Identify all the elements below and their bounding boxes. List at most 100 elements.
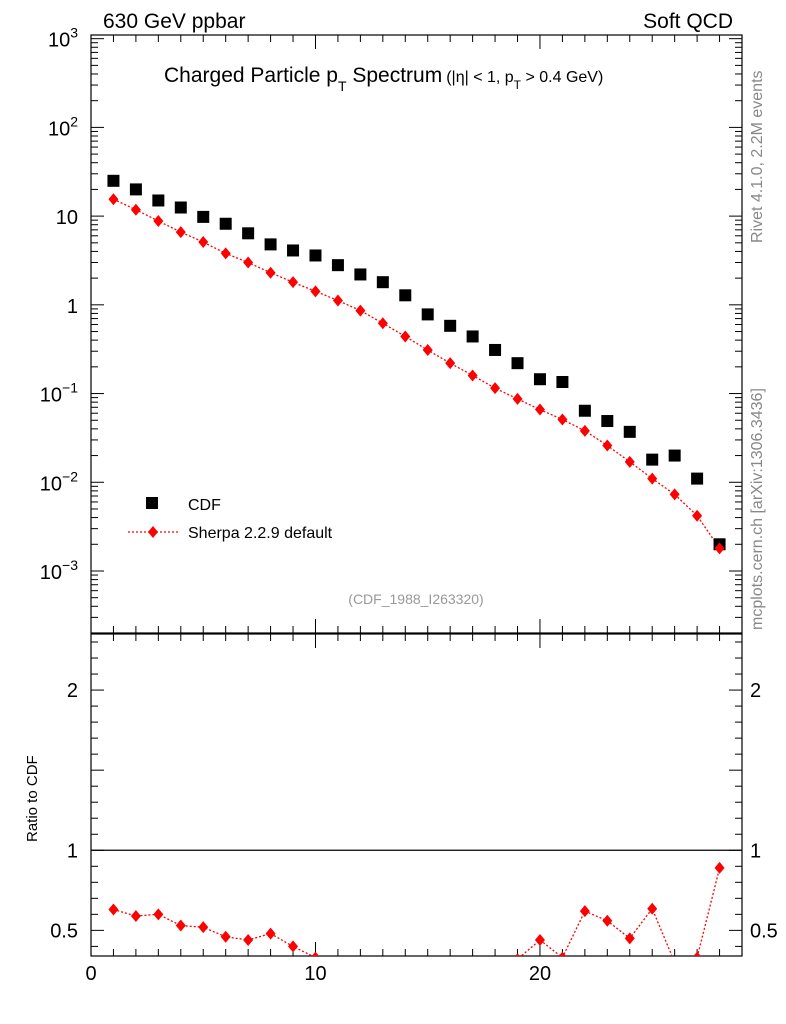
data-point-cdf [399, 289, 412, 302]
data-point-cdf [219, 217, 232, 230]
data-point-sherpa [377, 317, 388, 330]
ratio-panel-frame [90, 633, 743, 957]
ratio-point-sherpa [400, 961, 410, 973]
ratio-y-tick-label-left: 0.5 [50, 920, 78, 942]
ratio-point-sherpa [714, 861, 725, 874]
ratio-point-sherpa [647, 902, 658, 915]
data-point-cdf [578, 404, 591, 417]
data-point-cdf [511, 357, 524, 370]
data-point-cdf [646, 453, 659, 466]
data-point-cdf [331, 259, 344, 272]
header-category: Soft QCD [643, 10, 733, 33]
analysis-watermark: (CDF_1988_I263320) [348, 591, 483, 607]
ratio-point-sherpa [445, 961, 455, 973]
legend: CDF Sherpa 2.2.9 default [128, 497, 333, 542]
ratio-point-sherpa [490, 956, 500, 968]
ratio-point-sherpa [378, 961, 388, 973]
ratio-point-sherpa [130, 909, 141, 922]
ratio-point-sherpa [693, 951, 701, 956]
data-point-cdf [691, 472, 704, 485]
data-point-sherpa [265, 266, 276, 279]
data-point-sherpa [557, 413, 568, 426]
data-point-sherpa [467, 369, 478, 382]
legend-marker-sherpa [148, 526, 158, 538]
main-y-tick-label: 103 [48, 25, 78, 52]
data-point-sherpa [490, 382, 501, 395]
x-tick-label: 0 [85, 963, 96, 985]
ratio-y-tick-label-right: 1 [750, 840, 761, 862]
main-y-tick-label: 10−2 [40, 468, 78, 495]
ratio-point-sherpa [265, 927, 276, 940]
data-point-sherpa [422, 343, 433, 356]
main-panel-frame [90, 34, 743, 634]
data-point-sherpa [288, 276, 299, 289]
data-point-sherpa [647, 472, 658, 485]
data-point-cdf [242, 227, 255, 240]
chart-title: Charged Particle pT Spectrum (|η| < 1, pT… [164, 64, 603, 94]
data-point-sherpa [355, 304, 366, 317]
data-point-cdf [489, 343, 502, 356]
main-data-layer [107, 174, 726, 555]
ratio-point-sherpa [534, 933, 545, 946]
main-y-tick-label: 10−3 [40, 557, 78, 584]
data-point-cdf [623, 425, 636, 438]
data-point-cdf [129, 183, 142, 196]
data-point-sherpa [130, 203, 141, 216]
data-point-cdf [444, 319, 457, 332]
main-y-tick-label: 10 [56, 207, 78, 229]
data-point-sherpa [198, 236, 209, 249]
data-point-cdf [533, 373, 546, 386]
ratio-point-sherpa [468, 960, 478, 972]
data-point-sherpa [175, 226, 186, 239]
ratio-point-sherpa [423, 960, 433, 972]
ratio-point-sherpa [670, 956, 680, 968]
ratio-point-sherpa [515, 953, 520, 956]
side-label-generator: Rivet 4.1.0, 2.2M events [749, 70, 766, 243]
ratio-point-sherpa [243, 933, 254, 946]
data-point-sherpa [400, 330, 411, 343]
data-point-cdf [601, 415, 614, 428]
data-point-cdf [107, 174, 120, 187]
data-point-cdf [466, 330, 479, 343]
ratio-point-sherpa [198, 921, 209, 934]
data-point-sherpa [153, 215, 164, 228]
data-point-sherpa [669, 488, 680, 501]
ratio-point-sherpa [355, 960, 365, 972]
data-point-sherpa [534, 403, 545, 416]
data-point-sherpa [310, 285, 321, 298]
ratio-y-tick-label-left: 2 [67, 680, 78, 702]
ratio-point-sherpa [579, 905, 590, 918]
ratio-point-sherpa [220, 930, 231, 943]
ratio-line-sherpa [113, 867, 721, 956]
main-y-tick-label: 1 [67, 296, 78, 318]
ratio-point-sherpa [333, 956, 343, 968]
data-point-sherpa [579, 424, 590, 437]
ratio-point-sherpa [311, 951, 320, 956]
data-point-sherpa [243, 256, 254, 269]
data-point-cdf [264, 238, 277, 251]
ratio-data-layer [108, 861, 725, 973]
x-tick-label: 10 [304, 963, 326, 985]
header-energy: 630 GeV ppbar [103, 10, 245, 33]
ratio-point-sherpa [288, 940, 299, 953]
data-point-sherpa [624, 455, 635, 468]
data-point-sherpa [220, 247, 231, 260]
legend-label-cdf: CDF [188, 497, 221, 514]
legend-marker-cdf [146, 497, 158, 509]
ratio-y-label: Ratio to CDF [24, 755, 41, 842]
data-point-sherpa [714, 542, 725, 555]
side-label-source: mcplots.cern.ch [arXiv:1306.3436] [749, 388, 766, 630]
data-point-cdf [376, 276, 389, 289]
data-point-cdf [309, 249, 322, 262]
ratio-point-sherpa [108, 903, 119, 916]
data-point-sherpa [602, 439, 613, 452]
data-point-sherpa [332, 294, 343, 307]
data-point-cdf [287, 244, 300, 257]
data-point-sherpa [445, 357, 456, 370]
data-point-cdf [354, 268, 367, 281]
ratio-point-sherpa [624, 932, 635, 945]
ratio-point-sherpa [558, 951, 567, 956]
ratio-point-sherpa [175, 919, 186, 932]
